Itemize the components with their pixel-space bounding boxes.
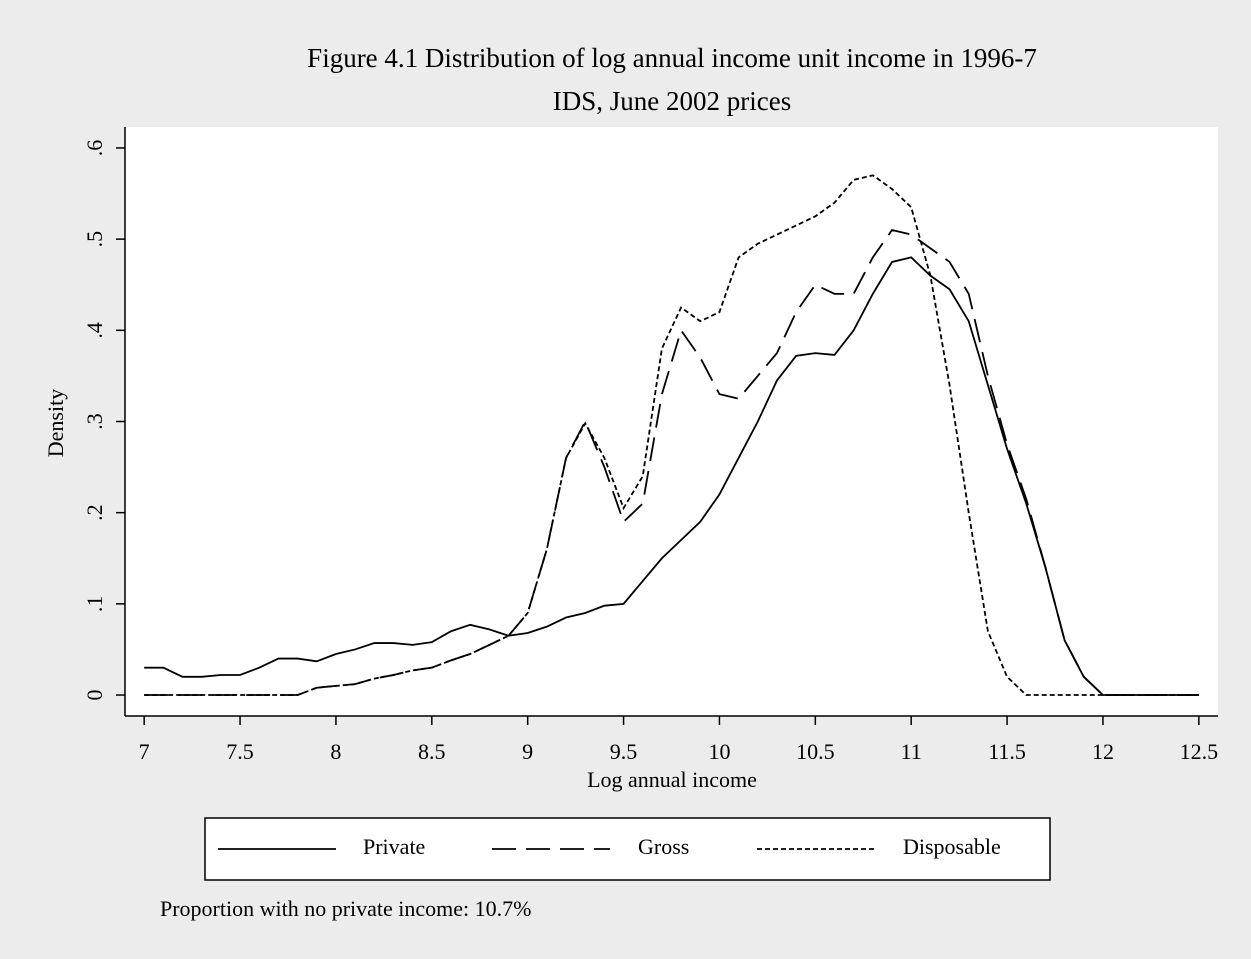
chart-subtitle: IDS, June 2002 prices xyxy=(553,86,791,116)
legend-label: Gross xyxy=(638,834,689,859)
x-tick-label: 12.5 xyxy=(1180,739,1219,764)
y-tick-label: .5 xyxy=(82,231,107,248)
y-tick-label: .6 xyxy=(82,140,107,157)
note: Proportion with no private income: 10.7% xyxy=(160,896,532,921)
x-tick-label: 10.5 xyxy=(796,739,835,764)
legend-label: Private xyxy=(363,834,425,859)
x-tick-label: 11.5 xyxy=(988,739,1026,764)
y-tick-label: 0 xyxy=(82,690,107,701)
x-tick-label: 8.5 xyxy=(418,739,446,764)
x-tick-label: 8 xyxy=(330,739,341,764)
legend xyxy=(204,817,1051,881)
y-tick-label: .4 xyxy=(82,322,107,339)
y-tick-label: .3 xyxy=(82,413,107,430)
chart-title: Figure 4.1 Distribution of log annual in… xyxy=(307,43,1037,73)
y-axis-label: Density xyxy=(43,389,68,457)
x-tick-label: 10 xyxy=(708,739,730,764)
x-tick-label: 12 xyxy=(1092,739,1114,764)
x-axis-label: Log annual income xyxy=(587,767,757,792)
series-line xyxy=(144,256,1199,696)
x-tick-label: 11 xyxy=(901,739,922,764)
x-tick-label: 9.5 xyxy=(610,739,638,764)
x-tick-label: 7.5 xyxy=(226,739,254,764)
x-tick-label: 9 xyxy=(522,739,533,764)
x-tick-label: 7 xyxy=(139,739,150,764)
series-line xyxy=(144,174,1199,696)
y-tick-label: .1 xyxy=(82,596,107,613)
legend-label: Disposable xyxy=(903,834,1001,859)
plot-area xyxy=(125,127,1218,716)
y-tick-label: .2 xyxy=(82,504,107,521)
